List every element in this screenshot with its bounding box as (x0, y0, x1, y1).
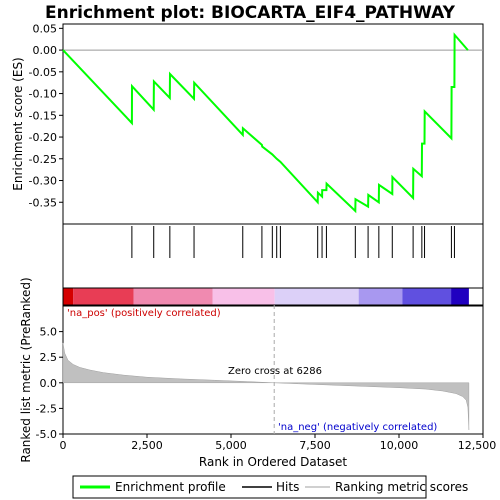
metric-y-tick-label: 2.5 (40, 351, 58, 364)
ranked-metric-panel: 5.0 2.5 0.0 -2.5 -5.0 Zero cross at 6286 'na… (19, 277, 484, 463)
es-y-tick-label: -0.15 (29, 109, 57, 122)
positive-correlation-label: 'na_pos' (positively correlated) (67, 308, 221, 319)
es-plot-area (62, 23, 484, 225)
color-bar-segment (133, 288, 213, 305)
es-y-axis-label: Enrichment score (ES) (11, 57, 25, 190)
color-bar-segment (212, 288, 275, 305)
es-y-tick-label: 0.05 (33, 22, 58, 35)
hit-markers (131, 226, 455, 258)
metric-y-tick-label: 5.0 (40, 326, 58, 339)
es-y-axis-ticks: 0.05 0.00 -0.05 -0.10 -0.15 -0.20 -0.25 -0.30 -0… (29, 22, 63, 209)
metric-y-axis-label: Ranked list metric (PreRanked) (19, 277, 33, 462)
enrichment-profile-line (62, 32, 469, 214)
legend-metric-label: Ranking metric scores (335, 480, 468, 494)
negative-correlation-label: 'na_neg' (negatively correlated) (278, 422, 437, 433)
color-bar-segment (358, 288, 403, 305)
hits-panel (62, 223, 484, 289)
x-axis-label: Rank in Ordered Dataset (199, 455, 347, 469)
color-bar-segment (274, 288, 359, 305)
es-y-tick-label: -0.25 (29, 153, 57, 166)
metric-plot-area (62, 305, 484, 435)
x-tick-label: 0 (60, 439, 67, 452)
x-tick-label: 5,000 (215, 439, 247, 452)
x-tick-label: 10,000 (380, 439, 419, 452)
metric-y-axis-ticks: 5.0 2.5 0.0 -2.5 -5.0 (36, 326, 63, 441)
color-bar-segment (73, 288, 134, 305)
enrichment-score-panel: 0.05 0.00 -0.05 -0.10 -0.15 -0.20 -0.25 -0.30 -0… (11, 22, 484, 225)
metric-y-tick-label: -5.0 (36, 428, 57, 441)
es-y-tick-label: -0.30 (29, 175, 57, 188)
metric-y-tick-label: 0.0 (40, 377, 58, 390)
x-tick-label: 7,500 (299, 439, 331, 452)
color-bar-segment (451, 288, 469, 305)
color-bar-segment (402, 288, 452, 305)
es-y-tick-label: -0.10 (29, 88, 57, 101)
ranking-color-bar (62, 287, 484, 306)
hits-plot-area (62, 223, 484, 289)
metric-y-tick-label: -2.5 (36, 402, 57, 415)
legend-enrichment-label: Enrichment profile (115, 480, 226, 494)
legend: Enrichment profile Hits Ranking metric s… (72, 475, 468, 499)
zero-cross-label: Zero cross at 6286 (228, 366, 322, 377)
es-y-tick-label: -0.05 (29, 66, 57, 79)
legend-hits-label: Hits (276, 480, 299, 494)
x-axis-ticks: 0 2,500 5,000 7,500 10,000 12,500 (60, 434, 497, 452)
chart-title: Enrichment plot: BIOCARTA_EIF4_PATHWAY (45, 3, 456, 23)
x-tick-label: 12,500 (458, 439, 497, 452)
es-y-tick-label: 0.00 (33, 44, 58, 57)
color-bar-segment (63, 288, 74, 305)
color-bar-border (62, 287, 484, 306)
x-tick-label: 2,500 (131, 439, 163, 452)
es-y-tick-label: -0.20 (29, 131, 57, 144)
es-y-tick-label: -0.35 (29, 196, 57, 209)
